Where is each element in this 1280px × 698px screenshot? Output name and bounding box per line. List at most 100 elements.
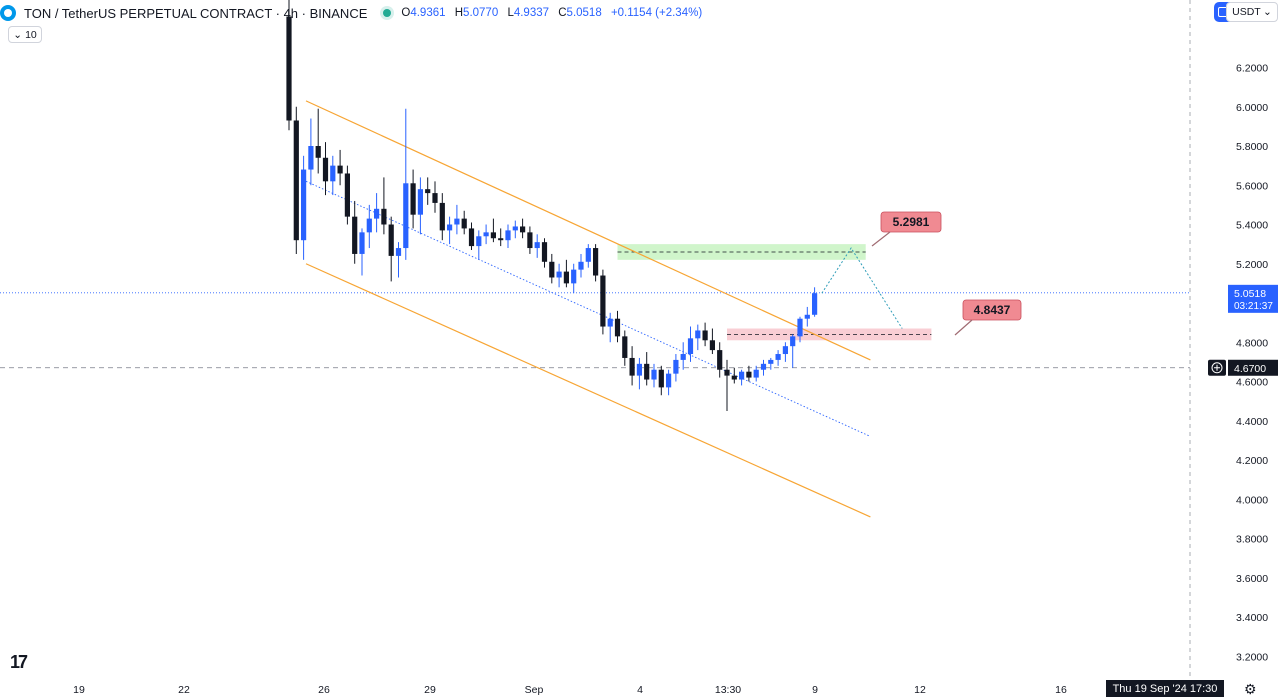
price-tick-label: 4.4000 [1236, 416, 1268, 428]
open-value: 4.9361 [410, 7, 446, 19]
candle-body [505, 230, 511, 241]
candle-body [490, 232, 496, 239]
price-tick-label: 5.8000 [1236, 141, 1268, 153]
price-tick-label: 3.8000 [1236, 534, 1268, 546]
time-tick-label: 19 [73, 684, 85, 696]
candle-body [629, 357, 635, 376]
candle-body [687, 338, 694, 355]
candle-body [753, 369, 759, 378]
price-tick-label: 4.8000 [1236, 337, 1268, 349]
low-label: L [507, 7, 514, 19]
stop-zone-box [727, 328, 932, 341]
candle-body [337, 165, 343, 174]
candle-body [658, 369, 664, 388]
high-value: 5.0770 [463, 7, 499, 19]
candle-body [680, 354, 686, 360]
candle-body [768, 359, 774, 364]
stop-price-label-bg [962, 299, 1022, 321]
candle-body [702, 330, 708, 341]
price-tick-label: 6.0000 [1236, 102, 1268, 114]
candle-body [709, 340, 715, 351]
price-tick-label: 3.4000 [1236, 612, 1268, 624]
candle-body [651, 369, 657, 380]
price-tick-label: 5.2000 [1236, 259, 1268, 271]
channel-lower-line [305, 263, 871, 518]
candle-body [593, 248, 599, 276]
price-tick-label: 3.2000 [1236, 651, 1268, 663]
candle-body [483, 232, 489, 237]
time-tick-label: 12 [914, 684, 926, 696]
close-value: 5.0518 [566, 7, 602, 19]
crosshair-price-value: 4.6700 [1234, 363, 1266, 375]
volume-toggle-button[interactable]: ⌄ 10 [8, 26, 42, 43]
candle-body [746, 371, 752, 378]
stop-price-label: 4.8437 [974, 303, 1011, 317]
target-zone-box [617, 244, 866, 260]
market-open-status-icon [383, 9, 392, 17]
candle-body [797, 318, 803, 337]
tradingview-logo-icon[interactable]: 17 [10, 652, 28, 672]
countdown-value: 03:21:37 [1234, 301, 1273, 312]
candle-body [476, 236, 482, 247]
candle-body [330, 165, 336, 182]
price-tick-label: 5.4000 [1236, 220, 1268, 232]
candle-body [454, 218, 460, 225]
candle-body [374, 208, 380, 219]
candle-body [403, 183, 409, 249]
candle-body [636, 363, 642, 376]
ton-coin-icon [0, 5, 16, 21]
time-tick-label: 9 [812, 684, 818, 696]
open-label: O [401, 7, 411, 19]
candle-body [812, 293, 818, 315]
time-tick-label: Sep [525, 684, 544, 696]
gear-icon[interactable]: ⚙ [1244, 681, 1257, 697]
candle-body [315, 146, 321, 158]
time-tick-label: 29 [424, 684, 436, 696]
crosshair-price-badge [1228, 359, 1278, 376]
candle-body [395, 248, 402, 256]
volume-toggle-value: 10 [25, 28, 37, 41]
time-tick-label: 16 [1055, 684, 1067, 696]
chevron-down-icon: ⌄ [13, 28, 23, 41]
candle-body [301, 169, 307, 241]
symbol-title[interactable]: TON / TetherUS PERPETUAL CONTRACT · 4h ·… [24, 5, 368, 21]
price-tick-label: 3.6000 [1236, 573, 1268, 585]
candle-body [359, 232, 365, 254]
currency-select[interactable]: USDT ⌄ [1226, 2, 1278, 22]
time-tick-label: 4 [637, 684, 643, 696]
candle-body [425, 189, 431, 194]
candle-body [286, 16, 292, 121]
candle-body [388, 224, 394, 256]
target-label-pointer [871, 231, 891, 247]
candle-body [498, 238, 504, 241]
candle-body [527, 232, 533, 249]
time-tick-label: 13:30 [715, 684, 741, 696]
candle-body [432, 193, 438, 203]
candle-body [600, 275, 606, 327]
candle-body [614, 318, 621, 337]
crosshair-plus-icon-cross [1214, 364, 1220, 371]
candle-body [447, 224, 453, 231]
candle-body [381, 208, 387, 225]
candle-body [607, 318, 613, 327]
stop-label-pointer [954, 319, 973, 336]
candle-body [760, 363, 767, 370]
candle-body [439, 202, 445, 231]
candle-body [644, 363, 650, 380]
candle-body [790, 336, 796, 347]
last-price-value: 5.0518 [1234, 288, 1266, 300]
candle-body [578, 261, 584, 270]
chart-header: TON / TetherUS PERPETUAL CONTRACT · 4h ·… [0, 0, 708, 26]
candle-body [512, 226, 518, 231]
candle-body [782, 346, 788, 355]
low-value: 4.9337 [513, 7, 550, 19]
candle-body [563, 271, 569, 284]
candle-body [585, 248, 591, 262]
candle-body [549, 261, 555, 278]
price-tick-label: 4.2000 [1236, 455, 1268, 467]
crosshair-plus-icon-ring [1211, 362, 1223, 374]
time-tick-label: 22 [178, 684, 190, 696]
currency-label: USDT [1232, 6, 1261, 18]
price-tick-label: 4.0000 [1236, 494, 1268, 506]
